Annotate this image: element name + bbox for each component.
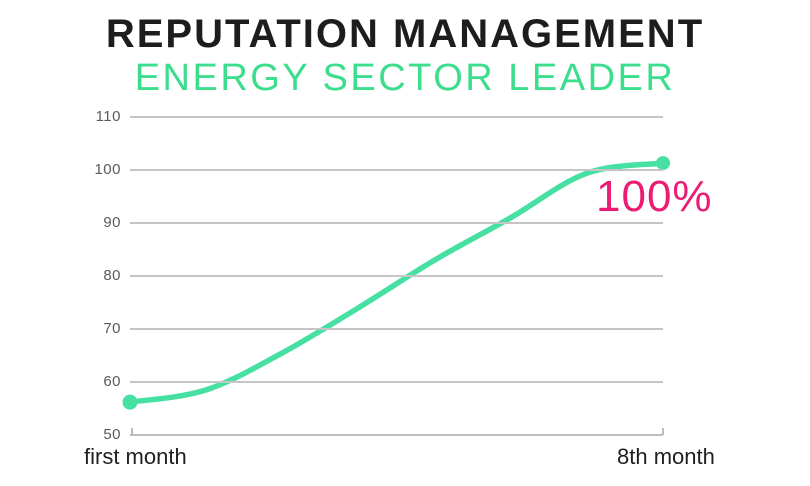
gridline-50 <box>130 434 663 436</box>
y-tick-label-50: 50 <box>103 426 121 443</box>
page-title: REPUTATION MANAGEMENT <box>105 12 705 56</box>
y-tick-label-80: 80 <box>103 267 121 284</box>
gridline-100 <box>130 169 663 171</box>
y-tick-label-90: 90 <box>103 214 121 231</box>
y-tick-label-60: 60 <box>103 373 121 390</box>
y-tick-label-100: 100 <box>94 161 121 178</box>
gridline-60 <box>130 381 663 383</box>
y-tick-label-110: 110 <box>95 108 121 125</box>
final-value-label: 100% <box>596 172 713 221</box>
start-point-dot <box>122 394 138 410</box>
baseline-end-tick-left <box>131 428 133 435</box>
trend-line <box>127 160 666 405</box>
y-tick-label-70: 70 <box>103 320 121 337</box>
baseline-end-tick-right <box>662 428 664 435</box>
gridline-80 <box>130 275 663 277</box>
gridline-90 <box>130 222 663 224</box>
end-point-dot <box>656 156 670 171</box>
gridline-70 <box>130 328 663 330</box>
gridline-110 <box>130 116 663 118</box>
x-axis-label-8th-month: 8th month <box>617 444 715 469</box>
page-subtitle: ENERGY SECTOR LEADER <box>134 57 676 99</box>
x-axis-label-first-month: first month <box>84 444 187 469</box>
